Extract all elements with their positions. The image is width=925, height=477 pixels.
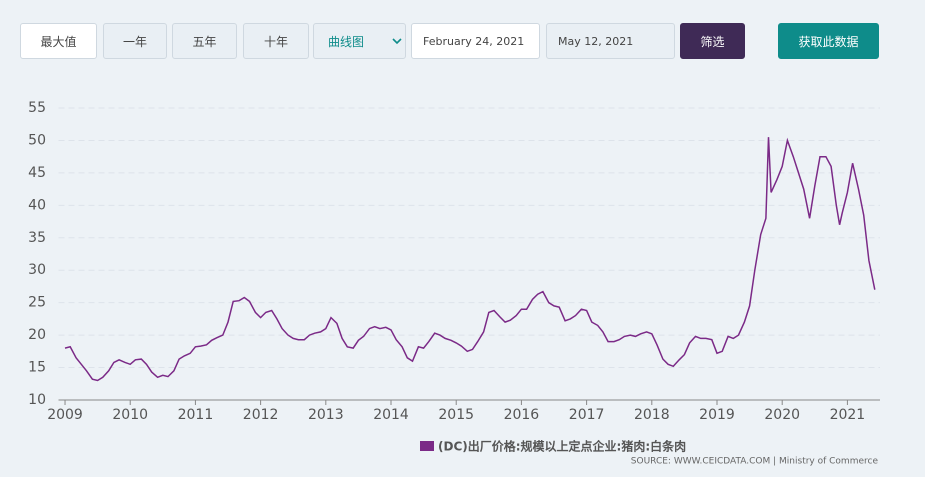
- download-button[interactable]: 获取此数据: [778, 23, 879, 59]
- date-from[interactable]: February 24, 2021: [411, 23, 540, 59]
- x-tick-label: 2013: [308, 407, 344, 423]
- y-tick-label: 20: [28, 327, 46, 343]
- y-tick-label: 30: [28, 262, 46, 278]
- range-button[interactable]: 五年: [172, 23, 237, 59]
- y-tick-label: 35: [28, 230, 46, 246]
- x-tick-label: 2019: [699, 407, 735, 423]
- x-tick-label: 2014: [373, 407, 409, 423]
- y-tick-label: 55: [28, 100, 46, 116]
- y-tick-label: 15: [28, 360, 46, 376]
- y-tick-label: 45: [28, 165, 46, 181]
- range-button[interactable]: 一年: [103, 23, 167, 59]
- x-tick-label: 2009: [47, 407, 83, 423]
- chevron: [392, 38, 402, 45]
- x-tick-label: 2017: [569, 407, 605, 423]
- chart-type-select[interactable]: 曲线图: [313, 23, 406, 59]
- y-tick-label: 50: [28, 132, 46, 148]
- y-tick-label: 10: [28, 392, 46, 408]
- y-tick-label: 25: [28, 295, 46, 311]
- x-tick-label: 2015: [438, 407, 474, 423]
- x-tick-label: 2020: [764, 407, 800, 423]
- source: SOURCE: WWW.CEICDATA.COM | Ministry of C…: [631, 457, 879, 467]
- x-tick-label: 2016: [504, 407, 540, 423]
- legend-swatch: [420, 441, 434, 451]
- filter-button[interactable]: 筛选: [680, 23, 745, 59]
- line: [64, 137, 876, 382]
- x-tick-label: 2010: [112, 407, 148, 423]
- select-text: 曲线图: [328, 34, 365, 49]
- range-button[interactable]: 十年: [243, 23, 309, 59]
- x-tick-label: 2011: [178, 407, 214, 423]
- range-button[interactable]: 最大值: [20, 23, 97, 59]
- x-tick-label: 2012: [243, 407, 279, 423]
- date-to[interactable]: May 12, 2021: [546, 23, 675, 59]
- y-tick-label: 40: [28, 197, 46, 213]
- x-tick-label: 2018: [634, 407, 670, 423]
- legend-label: (DC)出厂价格:规模以上定点企业:猪肉:白条肉: [438, 439, 686, 454]
- x-tick-label: 2021: [830, 407, 866, 423]
